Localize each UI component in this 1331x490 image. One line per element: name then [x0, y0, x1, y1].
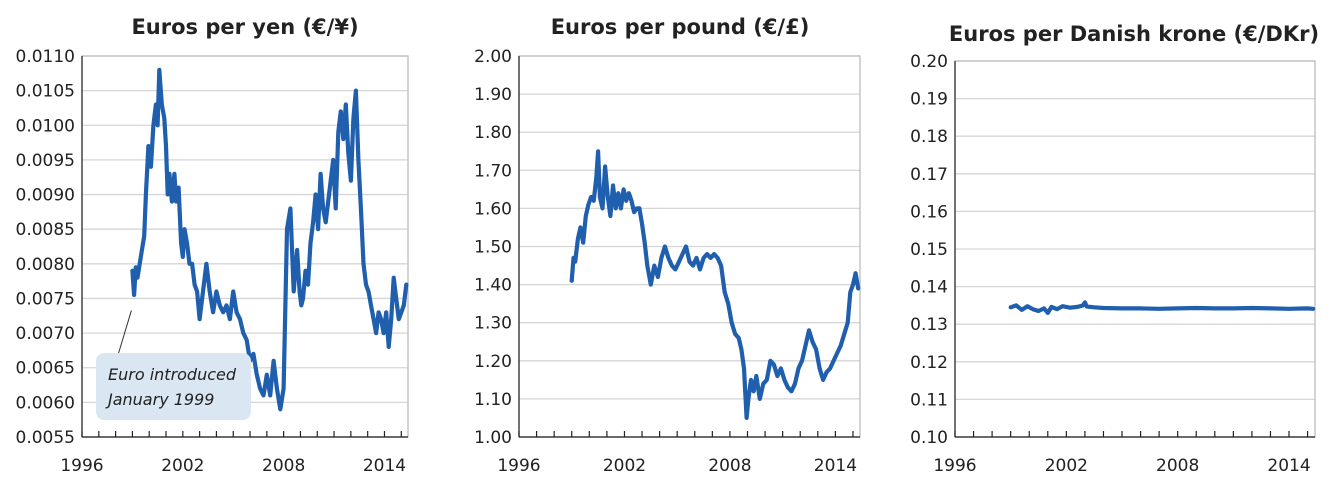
y-tick-label: 0.0055: [16, 428, 75, 448]
x-tick-label: 2002: [603, 456, 646, 476]
y-tick-label: 0.20: [910, 52, 948, 72]
y-tick-label: 1.60: [474, 199, 512, 219]
callout-text: Euro introduced: [108, 365, 237, 384]
y-tick-label: 0.0095: [16, 151, 75, 171]
y-tick-label: 0.16: [910, 202, 948, 222]
chart-panel-pound: Euros per pound (€/£) 1.00 1.10 1.20 1.30 1.4…: [474, 15, 861, 476]
y-tick-label: 0.0060: [16, 393, 75, 413]
x-tick-label: 2002: [161, 456, 204, 476]
x-tick-label: 2008: [262, 456, 305, 476]
y-tick-label: 0.15: [910, 240, 948, 260]
y-tick-label: 1.70: [474, 161, 512, 181]
y-tick-label: 1.40: [474, 276, 512, 296]
y-tick-label: 0.0100: [16, 116, 75, 136]
x-tick-label: 2002: [1045, 456, 1088, 476]
y-tick-label: 2.00: [474, 47, 512, 67]
x-tick-label: 2014: [814, 456, 857, 476]
series-line: [569, 149, 861, 420]
y-tick-label: 0.0070: [16, 324, 75, 344]
x-tick-label: 2008: [708, 456, 751, 476]
y-tick-label: 0.0065: [16, 359, 75, 379]
y-tick-label: 0.11: [910, 390, 948, 410]
y-tick-label: 0.17: [910, 165, 948, 185]
y-tick-label: 0.18: [910, 127, 948, 147]
x-tick-label: 1996: [497, 456, 540, 476]
callout-text: January 1999: [105, 390, 214, 409]
y-tick-label: 1.00: [474, 428, 512, 448]
y-tick-label: 0.14: [910, 278, 948, 298]
callout-leader: [117, 310, 132, 356]
x-tick-label: 2014: [363, 456, 406, 476]
y-tick-label: 0.0080: [16, 255, 75, 275]
x-tick-label: 1996: [60, 456, 103, 476]
x-tick-label: 2014: [1267, 456, 1310, 476]
y-tick-label: 0.0090: [16, 186, 75, 206]
x-tick-label: 2008: [1156, 456, 1199, 476]
y-tick-label: 0.19: [910, 90, 948, 110]
y-tick-label: 0.0105: [16, 82, 75, 102]
y-tick-label: 0.0085: [16, 220, 75, 240]
x-tick-label: 1996: [933, 456, 976, 476]
y-tick-label: 1.10: [474, 390, 512, 410]
chart-title: Euros per Danish krone (€/DKr): [949, 22, 1319, 46]
y-tick-label: 0.0075: [16, 289, 75, 309]
chart-panel-krone: Euros per Danish krone (€/DKr) 0.10 0.11 0.…: [910, 22, 1319, 476]
y-tick-label: 0.0110: [16, 47, 75, 67]
callout-box: [96, 353, 251, 420]
y-tick-label: 1.90: [474, 85, 512, 105]
series-line: [130, 67, 409, 412]
y-tick-label: 0.12: [910, 353, 948, 373]
y-tick-label: 1.20: [474, 352, 512, 372]
y-tick-label: 1.30: [474, 314, 512, 334]
chart-title: Euros per pound (€/£): [551, 15, 810, 39]
chart-panel-yen: Euros per yen (€/¥) 0.0055 0.0060 0.0065 0.0…: [16, 15, 409, 476]
series-line: [1008, 300, 1316, 315]
chart-title: Euros per yen (€/¥): [131, 15, 358, 39]
y-tick-label: 1.50: [474, 238, 512, 258]
y-tick-label: 0.13: [910, 315, 948, 335]
y-tick-label: 0.10: [910, 428, 948, 448]
y-tick-label: 1.80: [474, 123, 512, 143]
